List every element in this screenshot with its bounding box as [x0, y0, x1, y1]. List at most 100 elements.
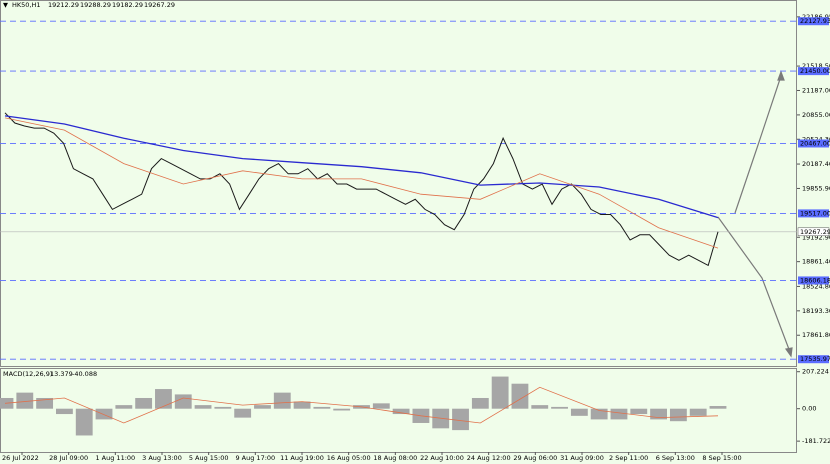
current-price-label: 19267.29 [800, 228, 830, 236]
y-tick-label: 20855.00 [802, 111, 830, 119]
macd-bar [254, 405, 271, 409]
macd-bar [531, 405, 549, 409]
macd-bar [452, 408, 469, 431]
y-tick-label: 17861.80 [802, 331, 830, 339]
level-box [798, 355, 829, 364]
series-line [4, 115, 719, 219]
level-label: 20467.00 [800, 139, 830, 147]
arrowhead [777, 70, 785, 81]
macd-bar [570, 408, 588, 416]
macd-bar [293, 401, 311, 409]
macd-bar [194, 405, 212, 409]
level-box [798, 209, 829, 218]
macd-title: MACD(12,26,9) [3, 370, 52, 378]
macd-bar [392, 408, 410, 415]
macd-bar [372, 403, 390, 409]
y-tick-label: 18524.80 [802, 282, 830, 290]
level-label: 17535.97 [800, 355, 830, 363]
macd-signal: -40.088 [72, 370, 97, 378]
level-label: 19517.00 [800, 209, 830, 217]
x-tick-label: 5 Aug 15:00 [189, 454, 229, 462]
x-tick-label: 16 Aug 05:00 [327, 454, 371, 462]
y-tick-label: 21187.00 [802, 86, 830, 94]
x-tick-label: 26 Jul 2022 [2, 454, 39, 462]
y-tick-label: 19192.90 [802, 233, 830, 241]
x-tick-label: 22 Aug 10:00 [420, 454, 464, 462]
level-label: 22127.93 [800, 17, 830, 25]
macd-bar [155, 389, 172, 409]
current-price-box [797, 227, 830, 237]
projection-arrows [717, 70, 793, 358]
macd-bar [491, 376, 509, 409]
x-tick-label: 9 Aug 17:00 [235, 454, 275, 462]
macd-bar [95, 408, 113, 420]
macd-bar [55, 408, 73, 415]
level-box [798, 276, 829, 285]
y-tick-label: 20524.30 [802, 135, 830, 143]
macd-bar [610, 408, 628, 420]
macd-bar [333, 408, 351, 411]
level-box [798, 17, 829, 26]
macd-bar [174, 394, 192, 409]
x-tick-label: 6 Sep 13:00 [656, 454, 695, 462]
macd-bar [135, 397, 153, 409]
macd-bar [471, 397, 489, 409]
arrow-up [734, 75, 782, 214]
macd-bar [669, 408, 687, 422]
level-label: 21450.00 [800, 67, 830, 75]
macd-bar [590, 408, 608, 420]
macd-bar [16, 392, 34, 409]
macd-bar [551, 406, 568, 409]
level-box [798, 67, 829, 76]
macd-bar [511, 383, 529, 409]
macd-main: 13.379 [50, 370, 73, 378]
high: 19288.29 [80, 1, 111, 9]
x-tick-label: 29 Aug 06:00 [513, 454, 557, 462]
x-tick-label: 28 Jul 09:00 [49, 454, 88, 462]
level-box [798, 139, 829, 148]
macd-bar [630, 408, 648, 415]
y-tick-label: 20187.40 [802, 160, 830, 168]
macd-bar [234, 408, 252, 418]
main-panel-border [0, 0, 797, 367]
macd-bar [313, 406, 331, 409]
level-label: 18606.18 [800, 276, 830, 284]
symbol: HK50,H1 [12, 1, 41, 9]
x-tick-label: 1 Aug 11:00 [95, 454, 135, 462]
macd-bar [709, 406, 727, 409]
open: 19212.29 [48, 1, 79, 9]
macd-bar [273, 392, 291, 409]
y-tick-label: 22186.95 [802, 13, 830, 21]
x-tick-label: 24 Aug 12:00 [467, 454, 511, 462]
series-line [4, 386, 719, 424]
arrowhead [784, 347, 793, 358]
y-tick-label: 0.00 [802, 405, 816, 413]
y-tick-label: 18861.40 [802, 258, 830, 266]
macd-bar [689, 408, 707, 416]
menu-arrow[interactable]: ▼ [3, 1, 8, 9]
y-tick-label: 19855.90 [802, 184, 830, 192]
y-tick-label: 207.224 [802, 368, 829, 376]
x-tick-label: 3 Aug 13:00 [142, 454, 182, 462]
x-tick-label: 8 Sep 15:00 [702, 454, 741, 462]
macd-bar [75, 408, 93, 436]
x-tick-label: 11 Aug 19:00 [280, 454, 324, 462]
series-line [4, 112, 719, 267]
macd-bar [36, 397, 54, 409]
y-tick-label: 21518.50 [802, 62, 830, 70]
arrow-down [717, 216, 791, 353]
y-tick-label: 18193.30 [802, 307, 830, 315]
low: 19182.29 [112, 1, 143, 9]
x-tick-label: 2 Sep 11:00 [609, 454, 648, 462]
y-tick-label: -181.722 [802, 437, 830, 445]
x-tick-label: 18 Aug 08:00 [373, 454, 417, 462]
x-tick-label: 31 Aug 09:00 [560, 454, 604, 462]
macd-panel-border [0, 368, 797, 453]
close: 19267.29 [144, 1, 175, 9]
series-line [4, 117, 719, 249]
macd-bar [650, 408, 668, 420]
macd-bar [214, 406, 232, 409]
macd-bar [115, 405, 133, 409]
